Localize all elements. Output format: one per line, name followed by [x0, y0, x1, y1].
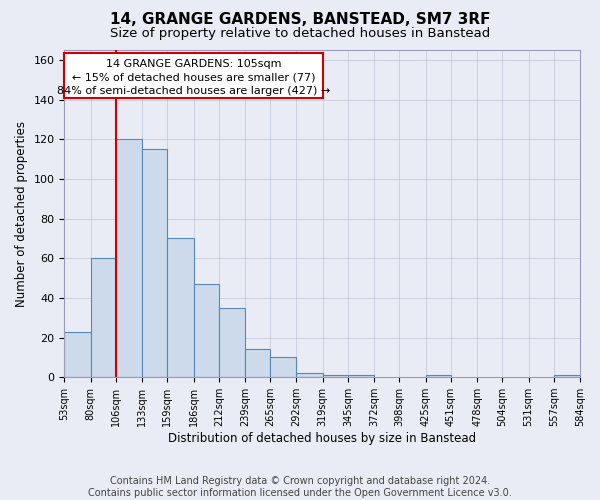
- Text: 14, GRANGE GARDENS, BANSTEAD, SM7 3RF: 14, GRANGE GARDENS, BANSTEAD, SM7 3RF: [110, 12, 490, 28]
- Bar: [245, 350, 270, 377]
- Bar: [425, 375, 451, 377]
- Bar: [219, 308, 245, 377]
- Text: Size of property relative to detached houses in Banstead: Size of property relative to detached ho…: [110, 28, 490, 40]
- Text: 84% of semi-detached houses are larger (427) →: 84% of semi-detached houses are larger (…: [57, 86, 330, 96]
- Bar: [116, 139, 142, 377]
- Text: 14 GRANGE GARDENS: 105sqm: 14 GRANGE GARDENS: 105sqm: [106, 59, 281, 69]
- Bar: [64, 53, 323, 98]
- Bar: [142, 149, 167, 377]
- Bar: [167, 238, 194, 377]
- X-axis label: Distribution of detached houses by size in Banstead: Distribution of detached houses by size …: [168, 432, 476, 445]
- Text: Contains HM Land Registry data © Crown copyright and database right 2024.
Contai: Contains HM Land Registry data © Crown c…: [88, 476, 512, 498]
- Bar: [270, 358, 296, 377]
- Y-axis label: Number of detached properties: Number of detached properties: [15, 120, 28, 306]
- Bar: [64, 332, 91, 377]
- Bar: [91, 258, 116, 377]
- Bar: [194, 284, 219, 377]
- Bar: [296, 374, 323, 377]
- Bar: [323, 375, 348, 377]
- Text: ← 15% of detached houses are smaller (77): ← 15% of detached houses are smaller (77…: [72, 72, 315, 83]
- Bar: [348, 375, 374, 377]
- Bar: [554, 375, 580, 377]
